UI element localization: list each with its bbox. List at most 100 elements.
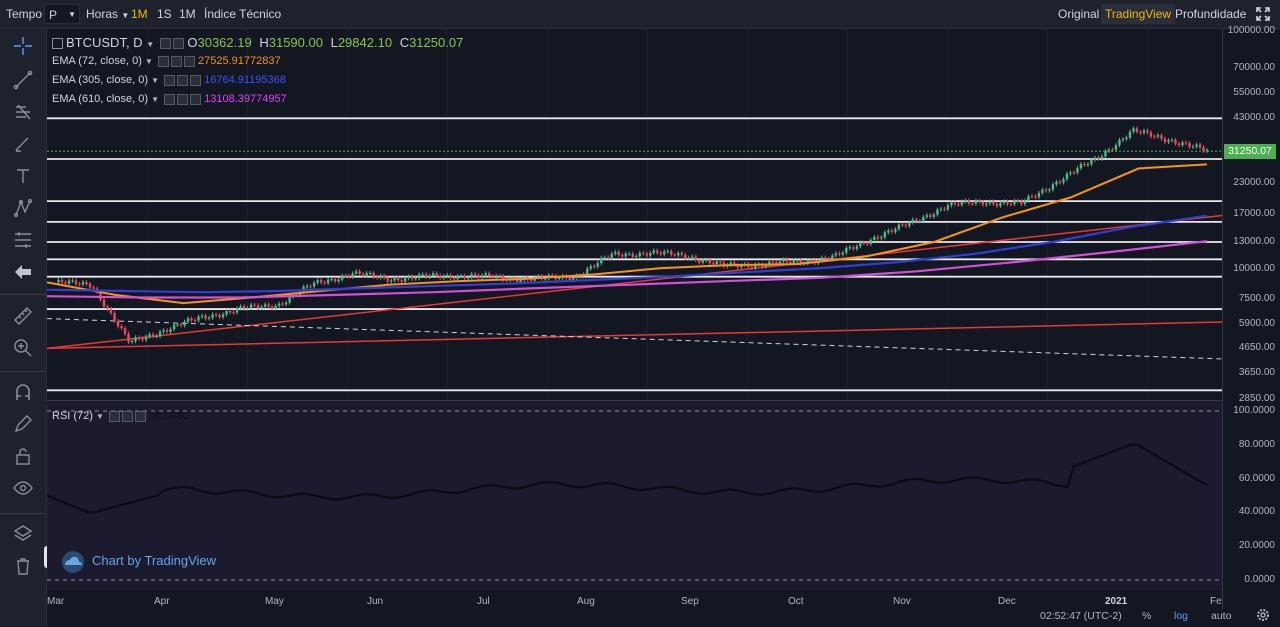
candle-body xyxy=(691,256,694,258)
candle-body xyxy=(876,237,880,239)
log-toggle[interactable]: log xyxy=(1174,610,1189,622)
hide-icon[interactable] xyxy=(177,93,189,105)
settings-gear-icon[interactable] xyxy=(1256,608,1270,622)
candle-body xyxy=(607,257,610,259)
candle-body xyxy=(537,276,540,278)
chevron-down-icon[interactable]: ▼ xyxy=(151,76,159,85)
price-axis-label: 43000.00 xyxy=(1233,112,1275,124)
price-chart[interactable] xyxy=(47,29,1222,400)
ema2-label[interactable]: EMA (305, close, 0) xyxy=(52,74,148,86)
close-icon[interactable] xyxy=(190,74,202,86)
pane-divider[interactable] xyxy=(47,400,1222,401)
fullscreen-icon[interactable] xyxy=(1255,6,1271,22)
layers-icon[interactable] xyxy=(12,523,34,545)
settings-icon[interactable] xyxy=(164,93,176,105)
candle-body xyxy=(393,278,396,281)
text-icon[interactable] xyxy=(12,165,34,187)
candle-body xyxy=(225,311,228,315)
candle-body xyxy=(155,336,158,338)
ema3-label[interactable]: EMA (610, close, 0) xyxy=(52,93,148,105)
candle-body xyxy=(221,314,225,318)
eye-icon[interactable] xyxy=(12,477,34,499)
chevron-down-icon[interactable]: ▼ xyxy=(146,40,155,49)
chevron-down-icon[interactable]: ▼ xyxy=(144,57,153,66)
candle-body xyxy=(1013,200,1016,205)
time-axis[interactable]: Mar Apr May Jun Jul Aug Sep Oct Nov Dec 2021 Fe xyxy=(47,590,1222,626)
top-toolbar: Tempo P ▼ Horas ▼ 1M 1S 1M Índice Técnic… xyxy=(0,0,1280,29)
pitchfork-icon[interactable] xyxy=(12,101,34,123)
close-icon[interactable] xyxy=(183,55,195,67)
candle-body xyxy=(943,208,946,210)
chevron-down-icon[interactable]: ▼ xyxy=(96,412,104,421)
hide-icon[interactable] xyxy=(177,74,189,86)
candle-body xyxy=(480,275,484,278)
view-original-tab[interactable]: Original xyxy=(1058,7,1100,21)
symbol-label[interactable]: BTCUSDT, D xyxy=(66,35,143,50)
back-arrow-icon[interactable] xyxy=(12,261,34,283)
hide-icon[interactable] xyxy=(170,55,182,67)
candle-body xyxy=(1167,140,1170,142)
settings-icon[interactable] xyxy=(109,410,121,422)
hide-icon[interactable] xyxy=(172,38,184,50)
chevron-down-icon[interactable]: ▼ xyxy=(151,95,159,104)
horas-dropdown[interactable]: Horas ▼ xyxy=(86,0,129,28)
pencil-lock-icon[interactable] xyxy=(12,413,34,435)
high-label: H xyxy=(259,35,269,50)
candle-body xyxy=(484,273,487,276)
candle-body xyxy=(1160,135,1163,139)
candle-body xyxy=(442,276,445,279)
crosshair-icon[interactable] xyxy=(12,35,34,57)
candle-body xyxy=(169,329,172,332)
candle-body xyxy=(736,264,739,268)
candle-body xyxy=(463,275,466,279)
interval-1mo-button[interactable]: 1M xyxy=(179,7,196,21)
ema3-value: 13108.39774957 xyxy=(204,93,287,105)
brush-icon[interactable] xyxy=(12,133,34,155)
candle-body xyxy=(309,286,312,288)
candle-body xyxy=(855,246,859,249)
ema3-legend: EMA (610, close, 0) ▼ 13108.39774957 xyxy=(52,91,287,108)
price-axis[interactable]: 100000.00 70000.00 55000.00 43000.00 23000.0… xyxy=(1222,25,1280,609)
hide-icon[interactable] xyxy=(122,410,134,422)
indicators-button[interactable]: Índice Técnico xyxy=(204,7,282,21)
trash-icon[interactable] xyxy=(12,555,34,577)
chart-by-tradingview[interactable]: Chart by TradingView xyxy=(60,550,216,573)
candle-body xyxy=(603,257,606,259)
candle-body xyxy=(144,336,148,340)
ruler-icon[interactable] xyxy=(12,305,34,327)
auto-toggle[interactable]: auto xyxy=(1211,610,1232,622)
close-icon[interactable] xyxy=(190,93,202,105)
trend-line-icon[interactable] xyxy=(12,69,34,91)
settings-icon[interactable] xyxy=(157,55,169,67)
zoom-icon[interactable] xyxy=(12,337,34,359)
close-icon[interactable] xyxy=(135,410,147,422)
expand-icon[interactable] xyxy=(52,38,63,50)
magnet-icon[interactable] xyxy=(12,381,34,403)
view-depth-tab[interactable]: Profundidade xyxy=(1175,7,1247,21)
view-tradingview-tab[interactable]: TradingView xyxy=(1101,4,1176,24)
interval-1s-button[interactable]: 1S xyxy=(157,7,172,21)
rsi-pane[interactable] xyxy=(47,401,1222,590)
candle-body xyxy=(981,201,985,205)
candle-body xyxy=(410,276,414,279)
ema1-label[interactable]: EMA (72, close, 0) xyxy=(52,55,142,67)
candle-body xyxy=(137,337,141,339)
candle-body xyxy=(1065,173,1069,180)
candle-body xyxy=(319,280,323,283)
candle-body xyxy=(1132,128,1135,132)
rsi-label[interactable]: RSI (72) xyxy=(52,410,93,422)
lock-icon[interactable] xyxy=(12,445,34,467)
measure-icon[interactable] xyxy=(12,229,34,251)
settings-icon[interactable] xyxy=(159,38,171,50)
candle-body xyxy=(200,315,204,317)
candle-body xyxy=(1093,157,1097,160)
candle-body xyxy=(1023,200,1027,205)
time-axis-label: Nov xyxy=(893,596,911,607)
pattern-icon[interactable] xyxy=(12,197,34,219)
settings-icon[interactable] xyxy=(164,74,176,86)
drawing-toolbar xyxy=(0,29,47,626)
candle-body xyxy=(218,315,221,318)
interval-select[interactable]: P ▼ xyxy=(44,4,80,24)
interval-1m-button[interactable]: 1M xyxy=(131,7,148,21)
percent-toggle[interactable]: % xyxy=(1142,610,1152,622)
